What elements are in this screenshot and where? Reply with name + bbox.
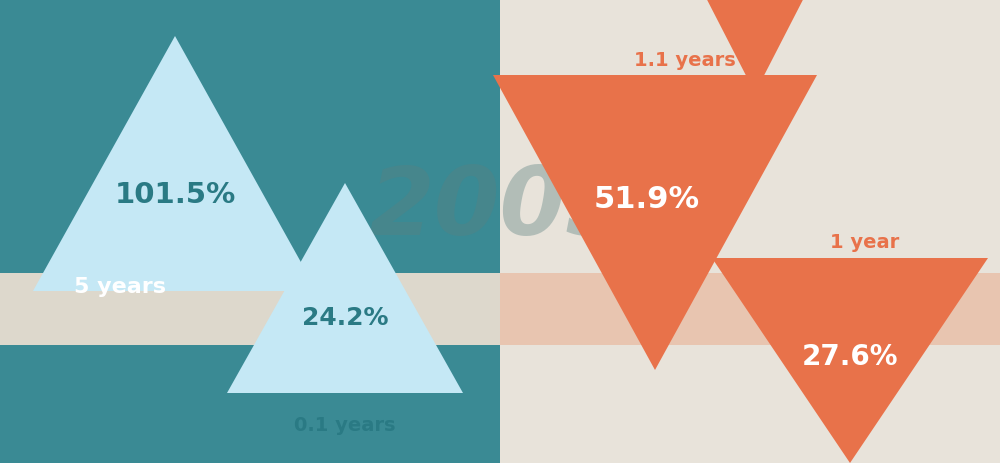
Text: 51.9%: 51.9% <box>594 185 700 214</box>
Text: 2005: 2005 <box>368 163 632 255</box>
Polygon shape <box>712 258 988 463</box>
Text: 0.1 years: 0.1 years <box>294 416 396 435</box>
Text: 1 year: 1 year <box>830 233 900 252</box>
Bar <box>0 274 500 345</box>
Bar <box>500 274 1000 345</box>
Text: 1.1 years: 1.1 years <box>634 51 736 70</box>
Polygon shape <box>33 37 317 291</box>
Text: 5 years: 5 years <box>74 276 166 296</box>
Bar <box>500 0 1000 463</box>
Polygon shape <box>227 184 463 393</box>
Text: 24.2%: 24.2% <box>302 306 388 330</box>
Polygon shape <box>493 76 817 370</box>
Text: 27.6%: 27.6% <box>802 343 898 370</box>
Polygon shape <box>683 0 827 94</box>
Text: 101.5%: 101.5% <box>114 181 236 209</box>
Bar <box>0 0 500 463</box>
